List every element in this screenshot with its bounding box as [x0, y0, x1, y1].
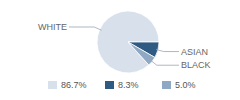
leader-line — [156, 49, 179, 51]
legend-swatch — [162, 81, 171, 89]
legend-label: 5.0% — [175, 80, 196, 90]
legend: 86.7% 8.3% 5.0% — [48, 80, 196, 90]
leader-line — [69, 27, 101, 30]
leader-line — [151, 60, 179, 65]
legend-label: 86.7% — [61, 80, 87, 90]
chart-container: WHITE ASIAN BLACK 86.7% 8.3% 5.0% — [0, 0, 240, 100]
slice-labels: WHITE ASIAN BLACK — [38, 22, 211, 70]
slice-label: BLACK — [181, 60, 211, 70]
slices — [97, 11, 159, 73]
pie-slice — [97, 11, 159, 73]
pie-slice — [128, 42, 155, 65]
legend-swatch — [105, 81, 114, 89]
slice-label: ASIAN — [181, 47, 208, 57]
slice-label: WHITE — [38, 22, 67, 32]
chart: WHITE ASIAN BLACK 86.7% 8.3% 5.0% — [0, 0, 240, 100]
legend-swatch — [48, 81, 57, 89]
legend-label: 8.3% — [118, 80, 139, 90]
